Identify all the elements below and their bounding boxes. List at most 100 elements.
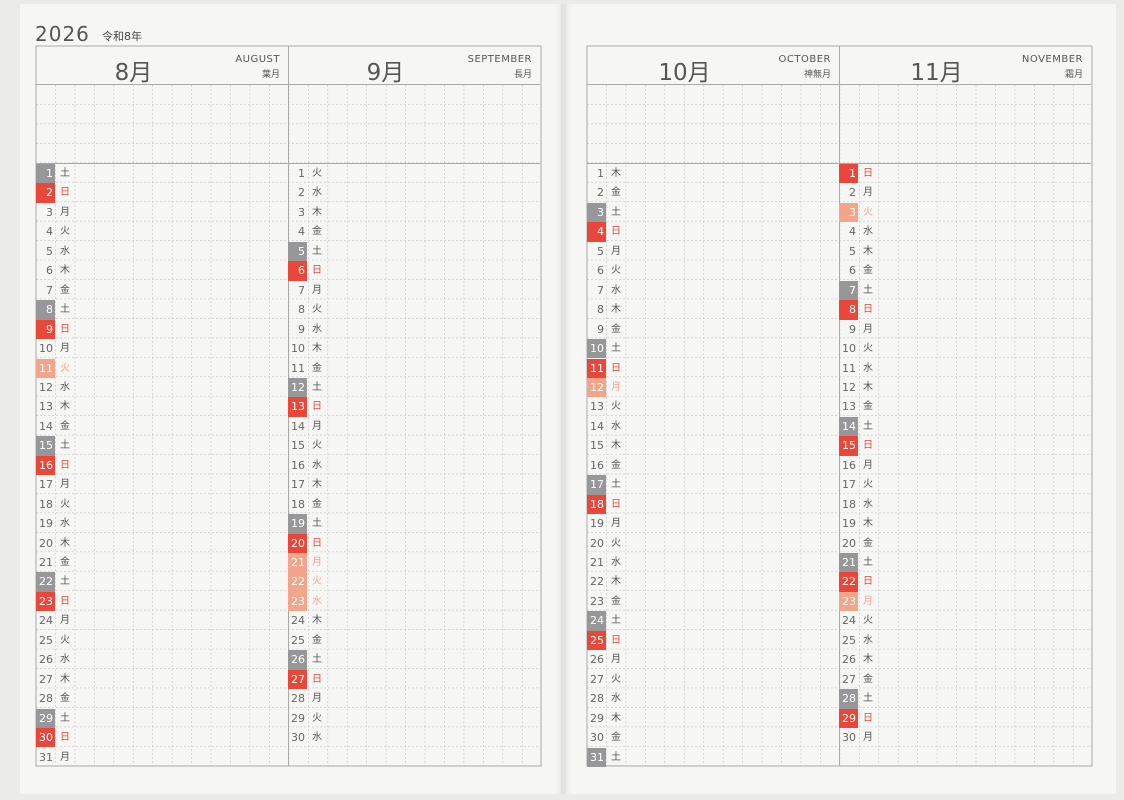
day-row[interactable]: 15 土 bbox=[36, 436, 288, 456]
day-row[interactable]: 15 日 bbox=[839, 436, 1091, 456]
day-row[interactable]: 14 月 bbox=[288, 417, 540, 436]
day-row[interactable]: 11 金 bbox=[288, 359, 540, 378]
day-row[interactable]: 11 水 bbox=[839, 359, 1091, 378]
day-row[interactable]: 29 木 bbox=[587, 709, 839, 728]
memo-area[interactable] bbox=[587, 85, 839, 164]
day-row[interactable]: 12 木 bbox=[839, 378, 1091, 397]
day-row[interactable]: 10 月 bbox=[36, 339, 288, 358]
day-row[interactable]: 16 金 bbox=[587, 456, 839, 475]
memo-area[interactable] bbox=[839, 85, 1091, 164]
day-row[interactable]: 11 火 bbox=[36, 358, 288, 378]
day-row[interactable]: 16 日 bbox=[36, 455, 288, 476]
day-row[interactable]: 19 土 bbox=[288, 514, 540, 534]
memo-area[interactable] bbox=[288, 85, 540, 164]
day-row[interactable]: 26 木 bbox=[839, 650, 1091, 669]
day-row[interactable]: 15 木 bbox=[587, 436, 839, 455]
day-row[interactable]: 19 水 bbox=[36, 514, 288, 533]
day-row[interactable]: 28 金 bbox=[36, 689, 288, 708]
day-row[interactable]: 18 水 bbox=[839, 495, 1091, 514]
day-row[interactable]: 20 金 bbox=[839, 534, 1091, 553]
day-row[interactable]: 17 月 bbox=[36, 475, 288, 494]
day-row[interactable]: 13 日 bbox=[288, 397, 540, 417]
day-row[interactable]: 25 水 bbox=[839, 631, 1091, 650]
day-row[interactable]: 23 月 bbox=[839, 591, 1091, 612]
day-row[interactable]: 28 水 bbox=[587, 689, 839, 708]
day-row[interactable]: 30 水 bbox=[288, 728, 540, 747]
day-row[interactable]: 28 月 bbox=[288, 689, 540, 708]
day-row[interactable]: 28 土 bbox=[839, 689, 1091, 709]
day-row[interactable]: 31 月 bbox=[36, 748, 288, 767]
day-row[interactable]: 29 火 bbox=[288, 709, 540, 728]
day-row[interactable]: 11 日 bbox=[587, 358, 839, 378]
day-row[interactable]: 27 火 bbox=[587, 670, 839, 689]
day-row[interactable]: 24 火 bbox=[839, 611, 1091, 630]
day-row[interactable]: 25 日 bbox=[587, 630, 839, 651]
day-row[interactable]: 15 火 bbox=[288, 436, 540, 455]
day-row[interactable]: 23 金 bbox=[587, 592, 839, 611]
day-row[interactable]: 19 月 bbox=[587, 514, 839, 533]
day-row[interactable]: 18 金 bbox=[288, 495, 540, 514]
day-row[interactable]: 19 木 bbox=[839, 514, 1091, 533]
day-row[interactable]: 20 木 bbox=[36, 534, 288, 553]
day-row[interactable]: 30 月 bbox=[839, 728, 1091, 747]
day-row[interactable]: 22 土 bbox=[36, 572, 288, 592]
day-row[interactable]: 25 金 bbox=[288, 631, 540, 650]
day-row[interactable]: 24 木 bbox=[288, 611, 540, 630]
day-row[interactable]: 18 火 bbox=[36, 495, 288, 514]
day-row[interactable]: 24 土 bbox=[587, 611, 839, 631]
day-row[interactable]: 16 水 bbox=[288, 456, 540, 475]
day-row[interactable]: 23 日 bbox=[36, 591, 288, 612]
day-row[interactable]: 26 土 bbox=[288, 650, 540, 670]
day-row[interactable]: 10 火 bbox=[839, 339, 1091, 358]
day-row[interactable]: 31 土 bbox=[587, 747, 839, 767]
memo-area[interactable] bbox=[36, 85, 288, 164]
day-row[interactable]: 17 火 bbox=[839, 475, 1091, 494]
day-row[interactable]: 27 日 bbox=[288, 669, 540, 690]
day-row[interactable]: 22 木 bbox=[587, 572, 839, 591]
day-row[interactable]: 29 日 bbox=[839, 708, 1091, 729]
day-row[interactable]: 26 月 bbox=[587, 650, 839, 669]
day-row[interactable]: 26 水 bbox=[36, 650, 288, 669]
day-row[interactable]: 24 月 bbox=[36, 611, 288, 630]
day-row[interactable]: 14 金 bbox=[36, 417, 288, 436]
day-row[interactable]: 17 木 bbox=[288, 475, 540, 494]
day-row[interactable]: 10 土 bbox=[587, 339, 839, 359]
day-row[interactable]: 27 木 bbox=[36, 670, 288, 689]
day-row[interactable]: 12 土 bbox=[288, 377, 540, 398]
day-row[interactable]: 12 月 bbox=[587, 377, 839, 398]
day-row[interactable]: 23 水 bbox=[288, 591, 540, 612]
day-row[interactable]: 20 火 bbox=[587, 534, 839, 553]
day-row[interactable]: 29 土 bbox=[36, 708, 288, 729]
